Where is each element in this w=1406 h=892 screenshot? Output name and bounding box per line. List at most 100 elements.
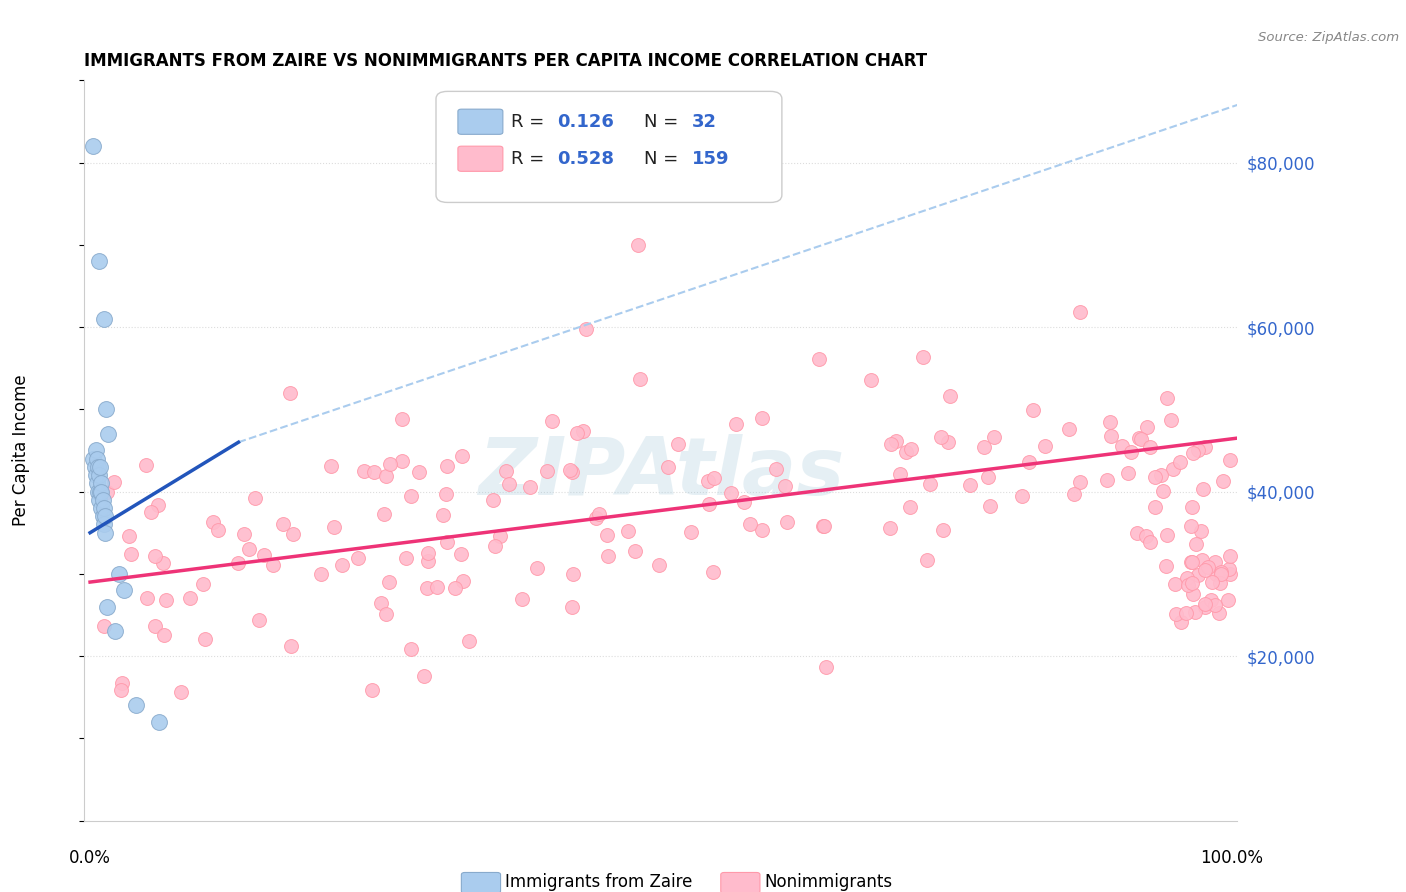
Point: [1201, 574, 1223, 589]
Point: [90, 501, 112, 516]
Point: [443, 581, 465, 595]
Point: [565, 425, 588, 440]
Point: [353, 464, 375, 478]
Point: [1135, 529, 1157, 543]
Point: [1160, 412, 1182, 426]
Point: [207, 523, 229, 537]
Point: [1177, 577, 1199, 591]
Point: [1057, 422, 1080, 436]
Point: [323, 520, 346, 534]
Point: [1099, 415, 1122, 429]
Point: [93, 618, 115, 632]
Point: [813, 519, 835, 533]
Point: [91, 492, 114, 507]
Point: [1211, 566, 1233, 580]
Point: [1192, 482, 1215, 496]
Point: [83, 459, 105, 474]
Point: [436, 534, 458, 549]
Point: [1181, 500, 1204, 514]
Text: 0.126: 0.126: [557, 112, 614, 131]
Point: [1139, 440, 1161, 454]
Point: [733, 495, 755, 509]
Point: [91, 509, 114, 524]
Point: [765, 461, 787, 475]
Point: [1189, 524, 1212, 538]
Point: [238, 541, 260, 556]
Point: [408, 465, 430, 479]
Point: [395, 551, 418, 566]
Point: [939, 389, 962, 403]
Point: [776, 515, 799, 529]
Point: [1175, 571, 1198, 585]
Point: [1154, 559, 1177, 574]
Point: [155, 593, 177, 607]
Point: [170, 685, 193, 699]
Point: [1119, 444, 1142, 458]
Point: [1187, 568, 1209, 582]
Point: [880, 437, 903, 451]
Point: [1181, 555, 1204, 569]
Point: [1197, 559, 1219, 574]
Point: [775, 478, 797, 492]
Point: [194, 632, 217, 647]
Point: [859, 373, 882, 387]
FancyBboxPatch shape: [436, 91, 782, 202]
Point: [374, 469, 396, 483]
Point: [436, 487, 458, 501]
Point: [432, 508, 454, 522]
Point: [617, 524, 640, 538]
Point: [959, 478, 981, 492]
Text: N =: N =: [644, 112, 683, 131]
Point: [1099, 428, 1122, 442]
Point: [111, 676, 134, 690]
Point: [125, 698, 148, 713]
Point: [153, 628, 176, 642]
Point: [482, 493, 505, 508]
Point: [1175, 607, 1198, 621]
Text: N =: N =: [644, 150, 683, 168]
Text: 159: 159: [692, 150, 730, 168]
Point: [330, 558, 353, 572]
Point: [484, 539, 506, 553]
Point: [148, 498, 170, 512]
Point: [720, 486, 742, 500]
Point: [628, 372, 651, 386]
Point: [309, 566, 332, 581]
Point: [418, 546, 440, 560]
Point: [152, 557, 174, 571]
Point: [247, 614, 270, 628]
Point: [107, 566, 129, 581]
Point: [1194, 440, 1216, 454]
FancyBboxPatch shape: [721, 872, 761, 892]
Point: [86, 451, 108, 466]
Point: [1164, 607, 1187, 621]
Point: [561, 567, 583, 582]
Point: [1170, 615, 1192, 629]
Point: [495, 464, 517, 478]
Point: [911, 350, 934, 364]
Point: [281, 526, 304, 541]
Point: [596, 549, 619, 563]
Text: 0.0%: 0.0%: [69, 849, 111, 867]
Point: [627, 237, 650, 252]
Point: [415, 581, 437, 595]
Point: [363, 465, 385, 479]
Point: [451, 449, 474, 463]
Point: [86, 476, 108, 491]
Point: [378, 457, 401, 471]
Point: [498, 477, 520, 491]
Point: [139, 505, 162, 519]
Point: [93, 311, 115, 326]
Point: [89, 492, 111, 507]
Point: [1033, 439, 1056, 453]
Point: [413, 669, 436, 683]
Point: [82, 451, 104, 466]
Point: [378, 575, 401, 590]
Point: [271, 516, 294, 531]
Point: [973, 441, 995, 455]
Point: [1116, 467, 1139, 481]
Point: [1184, 605, 1206, 619]
Point: [1063, 487, 1085, 501]
Point: [418, 553, 440, 567]
Point: [252, 548, 274, 562]
